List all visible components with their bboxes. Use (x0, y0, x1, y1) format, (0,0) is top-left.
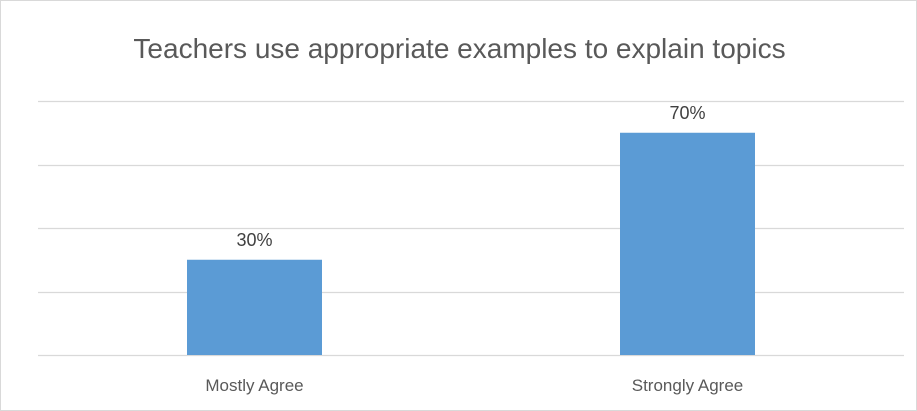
gridlines (38, 100, 904, 357)
category-axis: Mostly Agree Strongly Agree (205, 376, 743, 395)
chart-title: Teachers use appropriate examples to exp… (133, 33, 786, 64)
data-labels: 30% 70% (236, 103, 705, 250)
data-label: 70% (669, 103, 705, 123)
bar-mostly-agree (187, 259, 322, 355)
bars (187, 132, 755, 355)
category-tick-label: Mostly Agree (205, 376, 303, 395)
category-tick-label: Strongly Agree (632, 376, 744, 395)
bar-strongly-agree (620, 132, 755, 355)
data-label: 30% (236, 230, 272, 250)
